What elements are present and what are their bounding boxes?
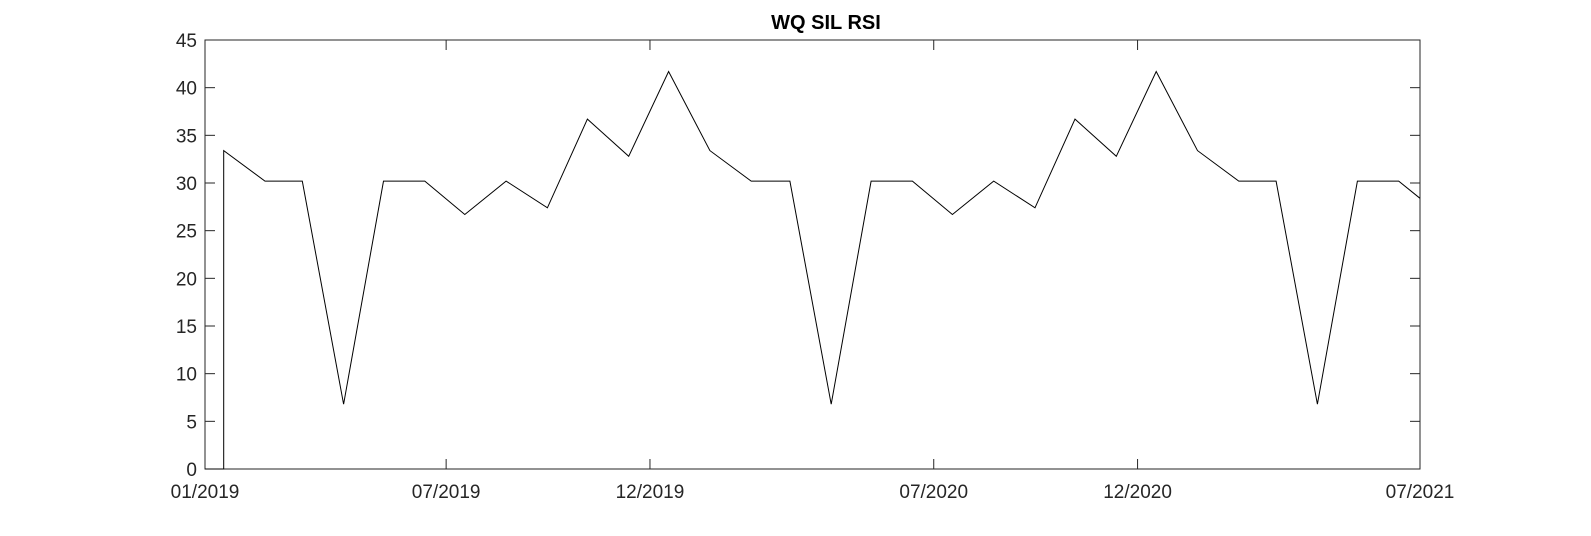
data-point xyxy=(789,181,790,182)
data-point xyxy=(1034,207,1035,208)
y-tick-label: 15 xyxy=(176,317,197,338)
y-tick-label: 40 xyxy=(176,79,197,100)
data-point xyxy=(871,181,872,182)
y-tick-label: 35 xyxy=(176,126,197,147)
data-point xyxy=(506,181,507,182)
data-point xyxy=(668,71,669,72)
data-point xyxy=(1398,181,1399,182)
series-line xyxy=(205,70,1421,470)
data-point xyxy=(952,214,953,215)
y-tick-label: 10 xyxy=(176,365,197,386)
data-point xyxy=(709,150,710,151)
x-tick-label: 07/2020 xyxy=(899,482,968,503)
x-tick-label: 12/2020 xyxy=(1103,482,1172,503)
y-tick-label: 25 xyxy=(176,222,197,243)
data-point xyxy=(464,214,465,215)
x-axis: 01/2019 07/2019 12/2019 07/2020 12/2020 07/20… xyxy=(171,40,1455,503)
series-layer xyxy=(205,70,1421,470)
y-tick-label: 20 xyxy=(176,269,197,290)
data-point xyxy=(1197,150,1198,151)
data-point xyxy=(547,207,548,208)
data-point xyxy=(223,150,224,151)
y-tick-label: 45 xyxy=(176,31,197,52)
x-tick-label: 07/2019 xyxy=(412,482,481,503)
data-point xyxy=(751,181,752,182)
data-point xyxy=(587,119,588,120)
y-tick-label: 5 xyxy=(186,412,197,433)
plot-area-frame xyxy=(204,39,1421,470)
x-tick-label: 07/2021 xyxy=(1386,482,1455,503)
data-point xyxy=(1156,71,1157,72)
y-tick-label: 30 xyxy=(176,174,197,195)
data-point xyxy=(1238,181,1239,182)
data-point xyxy=(1074,119,1075,120)
data-point xyxy=(302,181,303,182)
data-point xyxy=(205,469,206,470)
data-point xyxy=(343,404,344,405)
y-axis: 0 5 10 15 20 25 30 35 40 45 xyxy=(176,31,1420,481)
data-point xyxy=(383,181,384,182)
data-point xyxy=(1116,156,1117,157)
chart-title: WQ SIL RSI xyxy=(771,12,881,34)
x-tick-label: 12/2019 xyxy=(616,482,685,503)
data-point xyxy=(1276,181,1277,182)
data-point xyxy=(1357,181,1358,182)
x-tick-label: 01/2019 xyxy=(171,482,240,503)
data-point xyxy=(912,181,913,182)
data-point xyxy=(223,469,224,470)
data-point xyxy=(264,181,265,182)
y-tick-label: 0 xyxy=(186,460,197,481)
data-point xyxy=(424,181,425,182)
data-point xyxy=(628,156,629,157)
data-point xyxy=(831,404,832,405)
data-point xyxy=(1420,198,1421,199)
data-point xyxy=(1317,404,1318,405)
data-point xyxy=(993,181,994,182)
